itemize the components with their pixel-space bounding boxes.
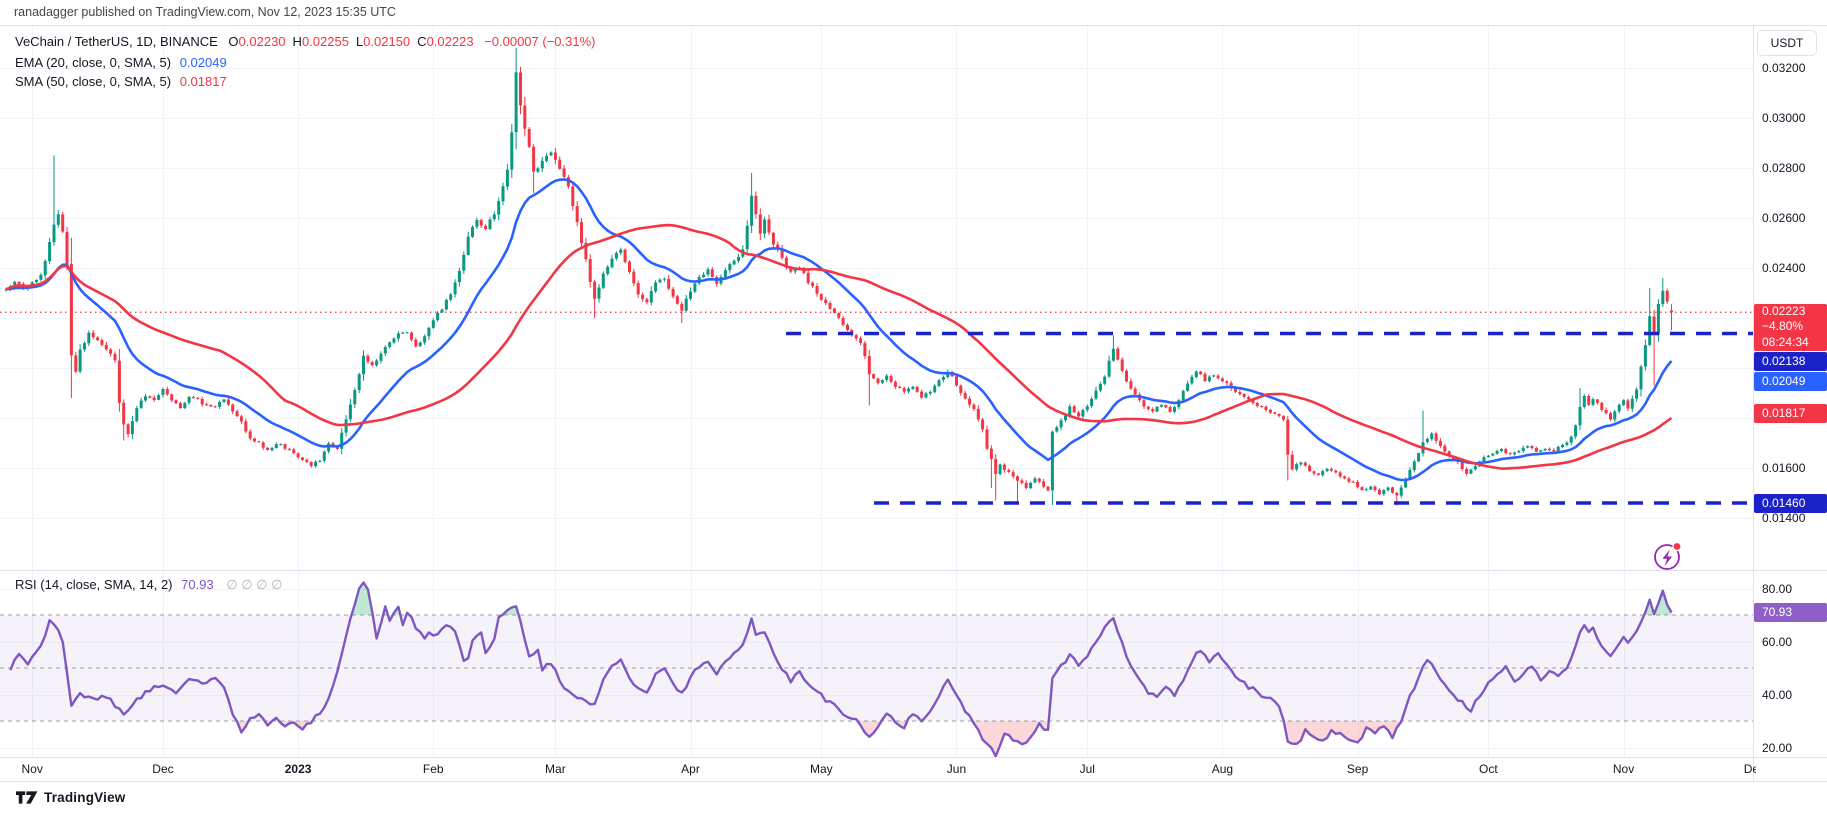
sma-line — [5, 223, 1673, 470]
ohlc-item: H0.02255 — [292, 34, 349, 49]
publish-bar: ranadagger published on TradingView.com,… — [0, 0, 1827, 24]
time-axis-border — [0, 757, 1827, 758]
sma-legend-row[interactable]: SMA (50, close, 0, SMA, 5) 0.01817 — [15, 74, 227, 89]
chart-top-border — [0, 25, 1827, 26]
ohlc-item: C0.02223 — [417, 34, 474, 49]
ohlc-item: O0.02230 — [228, 34, 286, 49]
rsi-value-label: 70.93 — [1754, 603, 1827, 623]
last-price-label: 0.02223 −4.80% 08:24:34 — [1754, 303, 1827, 351]
tradingview-brand-text: TradingView — [44, 789, 126, 805]
price-axis-border[interactable] — [1753, 26, 1754, 781]
ohlc-values: O0.02230 H0.02255 L0.02150 C0.02223 — [221, 34, 473, 49]
price-tick: 0.02800 — [1762, 161, 1806, 175]
price-tick: 0.03000 — [1762, 111, 1806, 125]
time-axis-label: Nov — [1612, 762, 1635, 776]
time-axis-label: Nov — [21, 762, 43, 776]
rsi-band — [0, 615, 1753, 721]
price-tick: 0.01600 — [1762, 461, 1806, 475]
flash-icon[interactable] — [1654, 541, 1682, 570]
time-axis-label: Dec — [152, 762, 174, 776]
pane-separator[interactable] — [0, 570, 1827, 571]
ohlc-item: L0.02150 — [355, 34, 411, 49]
level-price-label: 0.02138 — [1754, 351, 1827, 371]
chart-bottom-border — [0, 781, 1827, 782]
sma-legend-value: 0.01817 — [179, 74, 227, 89]
rsi-legend-value: 70.93 — [181, 577, 214, 592]
time-axis-label: Sep — [1346, 762, 1369, 776]
time-axis-label: Aug — [1211, 762, 1234, 776]
level-price-label: 0.01460 — [1754, 493, 1827, 513]
ema-legend-value: 0.02049 — [179, 55, 227, 70]
study-value-label: 0.02049 — [1754, 371, 1827, 391]
time-axis[interactable]: Nov Dec 2023 Feb Mar Apr May Jun Jul Aug Sep Oct Nov… — [0, 757, 1756, 781]
study-value-label: 0.01817 — [1754, 404, 1827, 424]
time-axis-label: May — [809, 762, 833, 776]
rsi-legend-label: RSI (14, close, SMA, 14, 2) — [15, 577, 173, 592]
sma-legend-label: SMA (50, close, 0, SMA, 5) — [15, 74, 172, 89]
time-axis-label: Mar — [545, 762, 566, 776]
ema-legend-label: EMA (20, close, 0, SMA, 5) — [15, 55, 172, 70]
time-axis-label: Feb — [422, 762, 444, 776]
rsi-line — [9, 581, 1673, 758]
price-tick: 0.01400 — [1762, 511, 1806, 525]
grid — [0, 26, 1753, 757]
rsi-tick: 60.00 — [1762, 634, 1793, 649]
tradingview-brand[interactable]: TradingView — [16, 788, 125, 806]
symbol-title: VeChain / TetherUS, 1D, BINANCE — [15, 34, 218, 49]
tradingview-logo-icon — [16, 790, 38, 804]
rsi-legend-row[interactable]: RSI (14, close, SMA, 14, 2) 70.93 ∅ ∅ ∅ … — [15, 577, 282, 593]
ema-line — [5, 178, 1673, 482]
time-axis-label: 2023 — [284, 762, 312, 776]
rsi-tick: 20.00 — [1762, 740, 1793, 755]
change-value: −0.00007 (−0.31%) — [484, 34, 596, 49]
candles — [4, 48, 1673, 506]
time-axis-label: Dec — [1743, 762, 1756, 776]
time-axis-label: Apr — [681, 762, 700, 776]
price-tick: 0.02600 — [1762, 211, 1806, 225]
rsi-legend-placeholders: ∅ ∅ ∅ ∅ — [226, 577, 283, 592]
time-axis-label: Jul — [1079, 762, 1095, 776]
rsi-tick: 40.00 — [1762, 687, 1793, 702]
price-tick: 0.02400 — [1762, 261, 1806, 275]
currency-usdt-button[interactable]: USDT — [1757, 30, 1817, 56]
symbol-legend-row[interactable]: VeChain / TetherUS, 1D, BINANCE O0.02230… — [15, 34, 596, 49]
price-tick: 0.03200 — [1762, 61, 1806, 75]
ema-legend-row[interactable]: EMA (20, close, 0, SMA, 5) 0.02049 — [15, 55, 227, 70]
time-axis-label: Jun — [946, 762, 967, 776]
time-axis-label: Oct — [1479, 762, 1498, 776]
rsi-tick: 80.00 — [1762, 581, 1793, 596]
